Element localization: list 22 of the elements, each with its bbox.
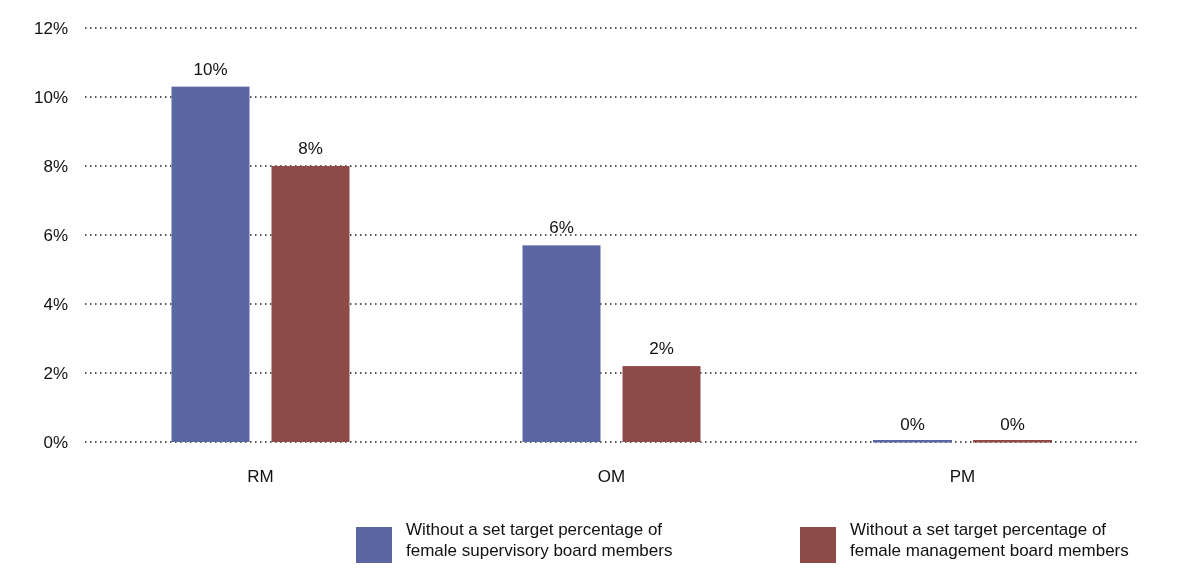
legend-label: Without a set target percentage of female supervisory board members [406,520,673,560]
y-tick-label: 4% [43,294,68,314]
y-tick-label: 2% [43,363,68,383]
bar [522,245,601,442]
data-label: 0% [900,415,925,434]
x-tick-label: OM [597,467,626,487]
y-tick-label: 0% [43,432,68,452]
data-label: 2% [649,339,674,359]
x-tick-label: PM [949,467,976,487]
bar [271,166,350,442]
data-label: 10% [193,59,228,79]
bar [622,366,701,442]
y-tick-label: 8% [43,156,68,176]
data-label: 8% [298,139,323,158]
legend-label: Without a set target percentage of female management board members [850,520,1129,560]
x-tick-label: RM [247,467,274,487]
data-label: 6% [549,218,574,238]
y-tick-label: 10% [33,87,68,107]
y-tick-label: 6% [43,225,68,245]
bar [171,86,250,442]
y-tick-label: 12% [33,18,68,38]
data-label: 0% [1000,415,1025,434]
